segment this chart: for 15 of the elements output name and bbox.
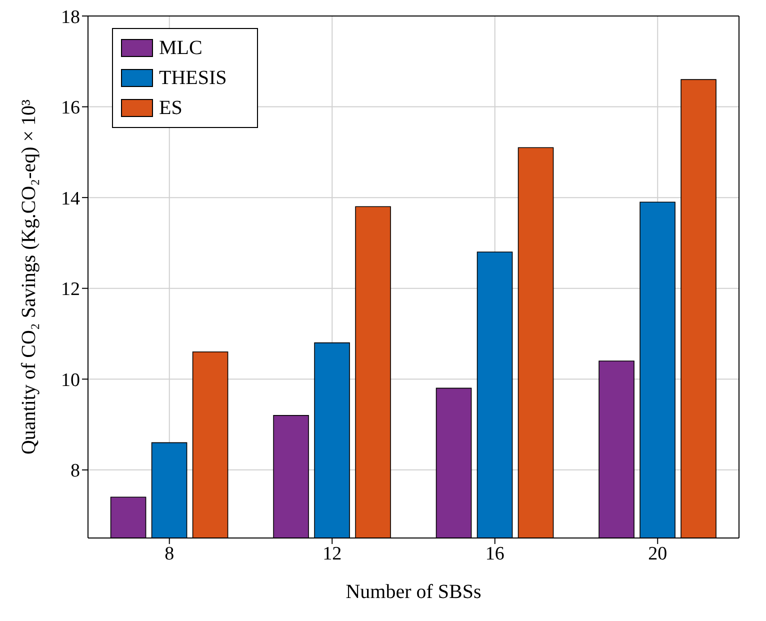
legend-label: MLC: [159, 36, 202, 61]
x-tick-label: 16: [485, 543, 504, 564]
y-tick-label: 18: [61, 6, 80, 28]
legend-label: THESIS: [159, 66, 227, 91]
x-tick-label: 12: [322, 543, 342, 564]
y-tick-label: 10: [61, 370, 80, 391]
y-axis-title: Quantity of CO₂ Savings (Kg.CO₂-eq) × 10³: [18, 99, 40, 455]
y-tick-label: 8: [70, 460, 80, 482]
x-tick-label: 20: [648, 543, 668, 564]
legend-label: ES: [159, 96, 182, 121]
x-tick-label: 8: [164, 543, 174, 564]
y-tick-label: 16: [61, 98, 80, 119]
y-tick-label: 14: [61, 188, 80, 210]
y-tick-label: 12: [61, 279, 80, 300]
x-axis-title: Number of SBSs: [346, 581, 482, 604]
